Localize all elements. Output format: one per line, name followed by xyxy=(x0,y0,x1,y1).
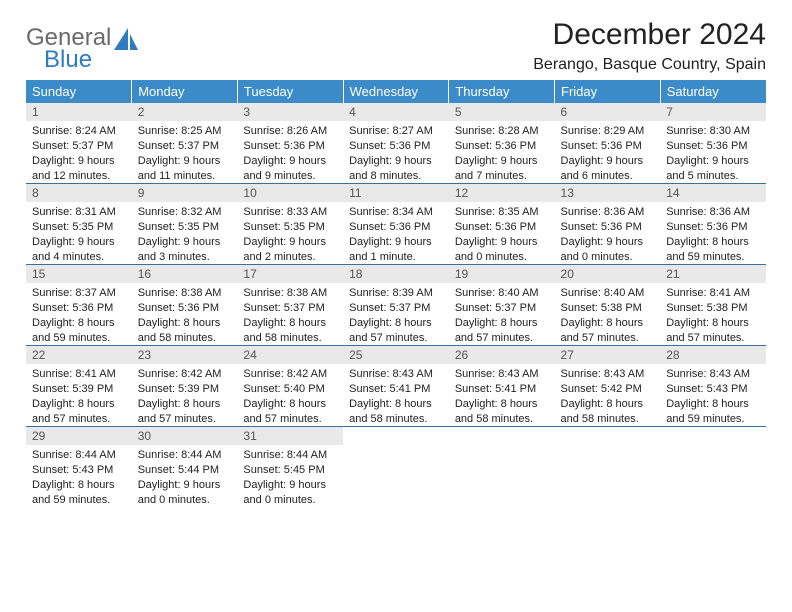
day-number: 6 xyxy=(555,103,661,121)
day-number: 22 xyxy=(26,346,132,364)
day-number: 24 xyxy=(237,346,343,364)
day-data: Sunrise: 8:25 AMSunset: 5:37 PMDaylight:… xyxy=(132,121,238,183)
day-data-row: Sunrise: 8:44 AMSunset: 5:43 PMDaylight:… xyxy=(26,445,766,507)
day-data: Sunrise: 8:43 AMSunset: 5:43 PMDaylight:… xyxy=(660,364,766,426)
weekday-header: Sunday xyxy=(26,80,132,103)
day-data: Sunrise: 8:31 AMSunset: 5:35 PMDaylight:… xyxy=(26,202,132,264)
day-data: Sunrise: 8:30 AMSunset: 5:36 PMDaylight:… xyxy=(660,121,766,183)
day-number: 29 xyxy=(26,427,132,445)
day-data-row: Sunrise: 8:37 AMSunset: 5:36 PMDaylight:… xyxy=(26,283,766,346)
day-number: 12 xyxy=(449,184,555,202)
day-number: 21 xyxy=(660,265,766,283)
day-number-row: 15161718192021 xyxy=(26,265,766,284)
day-data: Sunrise: 8:40 AMSunset: 5:38 PMDaylight:… xyxy=(555,283,661,345)
day-number: 27 xyxy=(555,346,661,364)
logo-sail-icon xyxy=(114,28,140,50)
day-data: Sunrise: 8:26 AMSunset: 5:36 PMDaylight:… xyxy=(237,121,343,183)
day-number-row: 293031 xyxy=(26,427,766,446)
day-data: Sunrise: 8:44 AMSunset: 5:43 PMDaylight:… xyxy=(26,445,132,507)
day-number: 15 xyxy=(26,265,132,283)
day-number: 25 xyxy=(343,346,449,364)
day-data: Sunrise: 8:41 AMSunset: 5:38 PMDaylight:… xyxy=(660,283,766,345)
logo-line2: Blue xyxy=(44,48,111,72)
day-data: Sunrise: 8:36 AMSunset: 5:36 PMDaylight:… xyxy=(555,202,661,264)
day-number: 17 xyxy=(237,265,343,283)
weekday-header: Wednesday xyxy=(343,80,449,103)
logo: General Blue xyxy=(26,18,140,72)
day-data: Sunrise: 8:35 AMSunset: 5:36 PMDaylight:… xyxy=(449,202,555,264)
day-number-row: 22232425262728 xyxy=(26,346,766,365)
day-number: 5 xyxy=(449,103,555,121)
weekday-header: Friday xyxy=(555,80,661,103)
day-data: Sunrise: 8:39 AMSunset: 5:37 PMDaylight:… xyxy=(343,283,449,345)
day-data: Sunrise: 8:36 AMSunset: 5:36 PMDaylight:… xyxy=(660,202,766,264)
day-data: Sunrise: 8:43 AMSunset: 5:41 PMDaylight:… xyxy=(449,364,555,426)
day-number: 11 xyxy=(343,184,449,202)
day-data: Sunrise: 8:43 AMSunset: 5:42 PMDaylight:… xyxy=(555,364,661,426)
day-data: Sunrise: 8:28 AMSunset: 5:36 PMDaylight:… xyxy=(449,121,555,183)
location: Berango, Basque Country, Spain xyxy=(533,56,766,74)
day-data: Sunrise: 8:29 AMSunset: 5:36 PMDaylight:… xyxy=(555,121,661,183)
title-block: December 2024 Berango, Basque Country, S… xyxy=(533,18,766,74)
day-number: 3 xyxy=(237,103,343,121)
day-data: Sunrise: 8:44 AMSunset: 5:44 PMDaylight:… xyxy=(132,445,238,507)
day-data: Sunrise: 8:38 AMSunset: 5:36 PMDaylight:… xyxy=(132,283,238,345)
day-data-row: Sunrise: 8:41 AMSunset: 5:39 PMDaylight:… xyxy=(26,364,766,427)
calendar-body: 1234567Sunrise: 8:24 AMSunset: 5:37 PMDa… xyxy=(26,103,766,507)
day-number: 16 xyxy=(132,265,238,283)
day-number-row: 1234567 xyxy=(26,103,766,121)
day-data: Sunrise: 8:41 AMSunset: 5:39 PMDaylight:… xyxy=(26,364,132,426)
day-data: Sunrise: 8:34 AMSunset: 5:36 PMDaylight:… xyxy=(343,202,449,264)
day-number: 4 xyxy=(343,103,449,121)
day-number: 1 xyxy=(26,103,132,121)
day-data-row: Sunrise: 8:24 AMSunset: 5:37 PMDaylight:… xyxy=(26,121,766,184)
day-data: Sunrise: 8:38 AMSunset: 5:37 PMDaylight:… xyxy=(237,283,343,345)
day-data: Sunrise: 8:44 AMSunset: 5:45 PMDaylight:… xyxy=(237,445,343,507)
calendar-table: SundayMondayTuesdayWednesdayThursdayFrid… xyxy=(26,80,766,507)
day-number: 14 xyxy=(660,184,766,202)
day-number-row: 891011121314 xyxy=(26,184,766,203)
day-data: Sunrise: 8:43 AMSunset: 5:41 PMDaylight:… xyxy=(343,364,449,426)
day-number: 26 xyxy=(449,346,555,364)
day-data-row: Sunrise: 8:31 AMSunset: 5:35 PMDaylight:… xyxy=(26,202,766,265)
day-number: 2 xyxy=(132,103,238,121)
day-number: 23 xyxy=(132,346,238,364)
weekday-header: Thursday xyxy=(449,80,555,103)
day-number: 8 xyxy=(26,184,132,202)
day-number: 13 xyxy=(555,184,661,202)
day-number: 31 xyxy=(237,427,343,445)
day-number: 30 xyxy=(132,427,238,445)
day-data: Sunrise: 8:24 AMSunset: 5:37 PMDaylight:… xyxy=(26,121,132,183)
header: General Blue December 2024 Berango, Basq… xyxy=(26,18,766,74)
day-number: 10 xyxy=(237,184,343,202)
weekday-header: Monday xyxy=(132,80,238,103)
month-title: December 2024 xyxy=(533,18,766,52)
weekday-header: Saturday xyxy=(660,80,766,103)
day-number: 19 xyxy=(449,265,555,283)
day-number: 28 xyxy=(660,346,766,364)
weekday-header: Tuesday xyxy=(237,80,343,103)
day-number: 9 xyxy=(132,184,238,202)
day-data: Sunrise: 8:32 AMSunset: 5:35 PMDaylight:… xyxy=(132,202,238,264)
day-data: Sunrise: 8:27 AMSunset: 5:36 PMDaylight:… xyxy=(343,121,449,183)
day-data: Sunrise: 8:37 AMSunset: 5:36 PMDaylight:… xyxy=(26,283,132,345)
day-number: 7 xyxy=(660,103,766,121)
day-number: 18 xyxy=(343,265,449,283)
weekday-header-row: SundayMondayTuesdayWednesdayThursdayFrid… xyxy=(26,80,766,103)
day-data: Sunrise: 8:42 AMSunset: 5:40 PMDaylight:… xyxy=(237,364,343,426)
day-data: Sunrise: 8:40 AMSunset: 5:37 PMDaylight:… xyxy=(449,283,555,345)
day-data: Sunrise: 8:33 AMSunset: 5:35 PMDaylight:… xyxy=(237,202,343,264)
day-data: Sunrise: 8:42 AMSunset: 5:39 PMDaylight:… xyxy=(132,364,238,426)
day-number: 20 xyxy=(555,265,661,283)
